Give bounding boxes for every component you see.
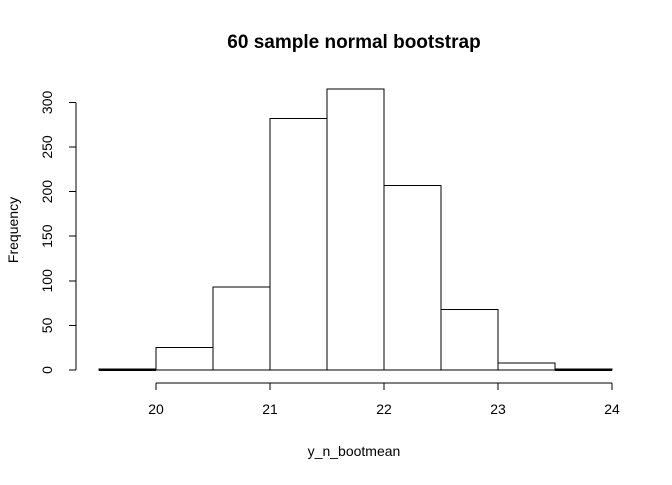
- y-tick-label-5: 250: [39, 135, 55, 159]
- x-tick-label-4: 24: [604, 401, 620, 417]
- x-axis-label: y_n_bootmean: [308, 443, 401, 459]
- chart-title: 60 sample normal bootstrap: [227, 32, 480, 53]
- x-axis: 20 21 22 23 24: [148, 382, 620, 417]
- histogram-bar-3: [269, 117, 328, 371]
- histogram-bar-5: [383, 184, 442, 371]
- histogram-bar-6: [440, 308, 499, 371]
- y-tick-label-1: 50: [39, 317, 55, 333]
- y-tick-label-3: 150: [39, 224, 55, 248]
- x-tick-label-3: 23: [490, 401, 506, 417]
- histogram-bar-4: [326, 88, 385, 371]
- y-axis: 0 50 100 150 200 250 300: [39, 90, 77, 374]
- y-tick-label-4: 200: [39, 180, 55, 204]
- y-tick-label-6: 300: [39, 90, 55, 114]
- y-tick-label-2: 100: [39, 269, 55, 293]
- histogram-bar-1: [155, 347, 214, 371]
- histogram-bar-2: [212, 286, 271, 371]
- x-tick-label-2: 22: [376, 401, 392, 417]
- bars-group: [98, 88, 613, 371]
- x-tick-label-1: 21: [262, 401, 278, 417]
- x-tick-label-0: 20: [148, 401, 164, 417]
- y-axis-label: Frequency: [5, 197, 21, 263]
- y-tick-label-0: 0: [39, 366, 55, 374]
- histogram-bar-7: [497, 362, 556, 371]
